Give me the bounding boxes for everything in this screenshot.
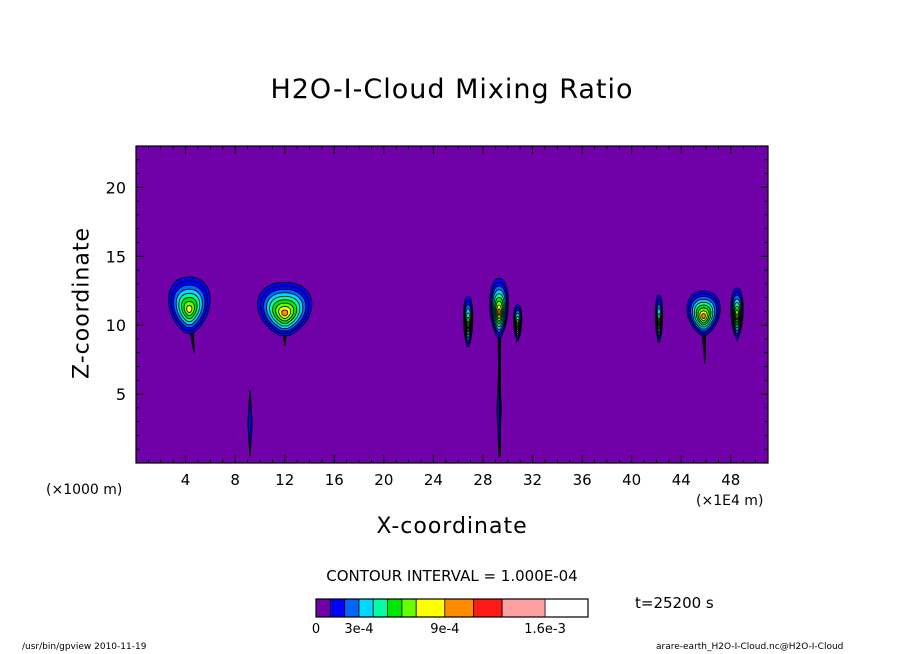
colorbar-segment	[501, 598, 546, 618]
colorbar-segment	[444, 598, 474, 618]
colorbar-segment	[344, 598, 360, 618]
x-tick-label: 44	[672, 471, 691, 489]
x-tick-label: 40	[622, 471, 641, 489]
x-tick-label: 8	[230, 471, 240, 489]
y-tick-label: 20	[106, 178, 126, 197]
x-axis-label: X-coordinate	[376, 514, 528, 539]
cloud-4	[513, 304, 523, 344]
colorbar-segment	[358, 598, 374, 618]
x-unit-right: (×1E4 m)	[696, 493, 764, 509]
cloud-contour	[735, 313, 739, 321]
x-tick-label: 16	[325, 471, 344, 489]
x-unit-left: (×1000 m)	[46, 482, 123, 498]
contour-interval: CONTOUR INTERVAL = 1.000E-04	[326, 567, 578, 585]
colorbar-label: 3e-4	[344, 622, 374, 637]
x-tick-label: 4	[181, 471, 191, 489]
x-tick-label: 36	[573, 471, 592, 489]
cloud-contour	[701, 313, 706, 320]
cloud-2	[463, 295, 474, 348]
colorbar-segment	[401, 598, 417, 618]
colorbar-segment	[315, 598, 331, 618]
cloud-6	[686, 290, 721, 364]
colorbar-segment	[387, 598, 403, 618]
cloud-0	[167, 276, 211, 353]
chart-title: H2O-I-Cloud Mixing Ratio	[270, 74, 634, 105]
colorbar-segment	[372, 598, 388, 618]
cloud-contour	[186, 305, 193, 314]
footer-left: /usr/bin/gpview 2010-11-19	[22, 642, 147, 652]
cloud-contour	[281, 309, 289, 317]
cloud-7	[730, 287, 744, 342]
colorbar-label: 9e-4	[430, 622, 460, 637]
colorbar-segment	[329, 598, 346, 618]
footer-right: arare-earth_H2O-I-Cloud.nc@H2O-I-Cloud	[656, 642, 844, 652]
time-label: t=25200 s	[635, 594, 714, 612]
cloud-3	[489, 277, 509, 457]
colorbar-label: 0	[311, 622, 321, 637]
colorbar-segment	[473, 598, 503, 618]
y-tick-label: 15	[106, 247, 126, 266]
plot-frame	[135, 145, 769, 464]
y-tick-label: 5	[116, 385, 126, 404]
x-tick-label: 24	[424, 471, 443, 489]
x-tick-label: 48	[721, 471, 740, 489]
cloud-5	[654, 294, 664, 343]
x-tick-label: 32	[523, 471, 542, 489]
cloud-contour	[497, 308, 501, 316]
cloud-contour	[516, 321, 519, 328]
cloud-1	[257, 282, 313, 346]
y-tick-label: 10	[106, 316, 126, 335]
cloud-contour	[657, 317, 660, 327]
x-tick-label: 12	[275, 471, 294, 489]
colorbar-segment	[415, 598, 446, 618]
colorbar-label: 1.6e-3	[524, 622, 566, 637]
thin-feature-0	[247, 389, 253, 457]
x-tick-label: 28	[473, 471, 492, 489]
plot-background	[136, 146, 768, 463]
y-axis-label: Z-coordinate	[69, 227, 95, 379]
cloud-contour	[467, 320, 470, 329]
colorbar-frame	[315, 598, 589, 618]
x-tick-label: 20	[374, 471, 393, 489]
